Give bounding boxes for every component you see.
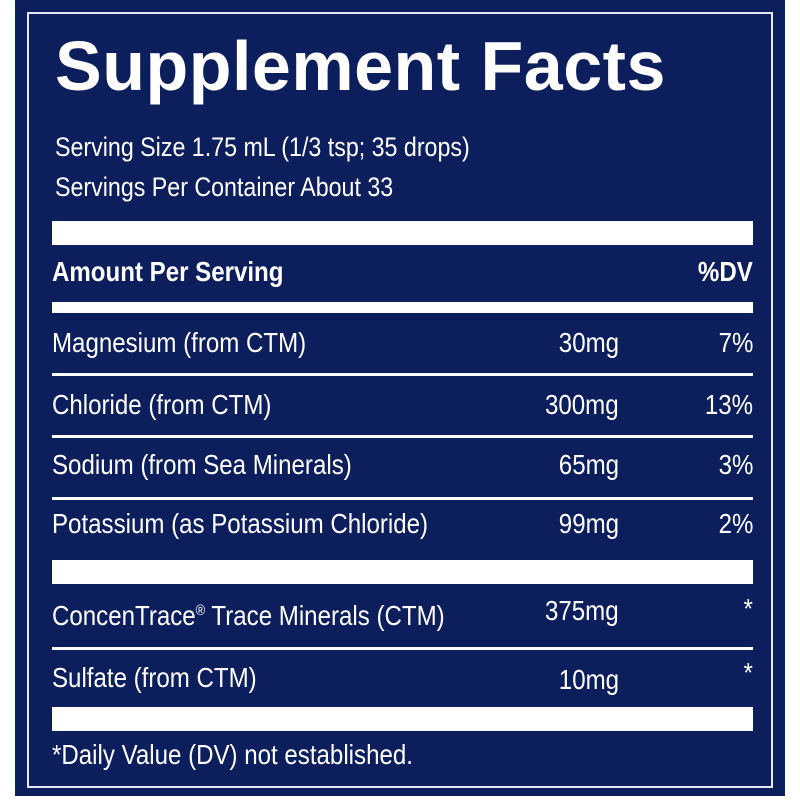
nutrient-dv: 2% — [718, 508, 753, 539]
dv-header: %DV — [698, 256, 753, 287]
separator-thick — [52, 560, 753, 584]
row-divider — [52, 497, 753, 500]
nutrient-amount: 30mg — [558, 327, 619, 358]
nutrient-amount: 99mg — [558, 508, 619, 539]
ingredient-amount: 375mg — [545, 595, 619, 626]
nutrient-amount: 65mg — [558, 449, 619, 480]
supplement-facts-panel: Supplement Facts Serving Size 1.75 mL (1… — [15, 0, 785, 796]
row-divider — [52, 373, 753, 376]
nutrient-name: Magnesium (from CTM) — [52, 327, 307, 358]
separator-thick — [52, 707, 753, 731]
separator-thick — [52, 221, 753, 245]
nutrient-dv: 7% — [718, 327, 753, 358]
registered-mark: ® — [195, 602, 206, 619]
footnote: *Daily Value (DV) not established. — [52, 739, 413, 770]
nutrient-dv: 13% — [704, 389, 753, 420]
separator-medium — [52, 302, 753, 313]
nutrient-amount: 300mg — [545, 389, 619, 420]
row-divider — [52, 435, 753, 438]
nutrient-name: Chloride (from CTM) — [52, 389, 272, 420]
label-title: Supplement Facts — [55, 27, 666, 105]
row-divider — [52, 647, 753, 650]
ingredient-amount: 10mg — [558, 664, 619, 695]
inner-frame — [27, 12, 773, 788]
ingredient-dv: * — [743, 593, 753, 624]
nutrient-name: Sodium (from Sea Minerals) — [52, 449, 352, 480]
ingredient-name: ConcenTrace® Trace Minerals (CTM) — [52, 600, 445, 631]
nutrient-dv: 3% — [718, 449, 753, 480]
amount-per-serving-header: Amount Per Serving — [52, 256, 284, 287]
nutrient-name: Potassium (as Potassium Chloride) — [52, 508, 429, 539]
ingredient-name: Sulfate (from CTM) — [52, 662, 257, 693]
serving-size: Serving Size 1.75 mL (1/3 tsp; 35 drops) — [55, 132, 470, 162]
ingredient-dv: * — [743, 657, 753, 688]
servings-per-container: Servings Per Container About 33 — [55, 172, 394, 202]
